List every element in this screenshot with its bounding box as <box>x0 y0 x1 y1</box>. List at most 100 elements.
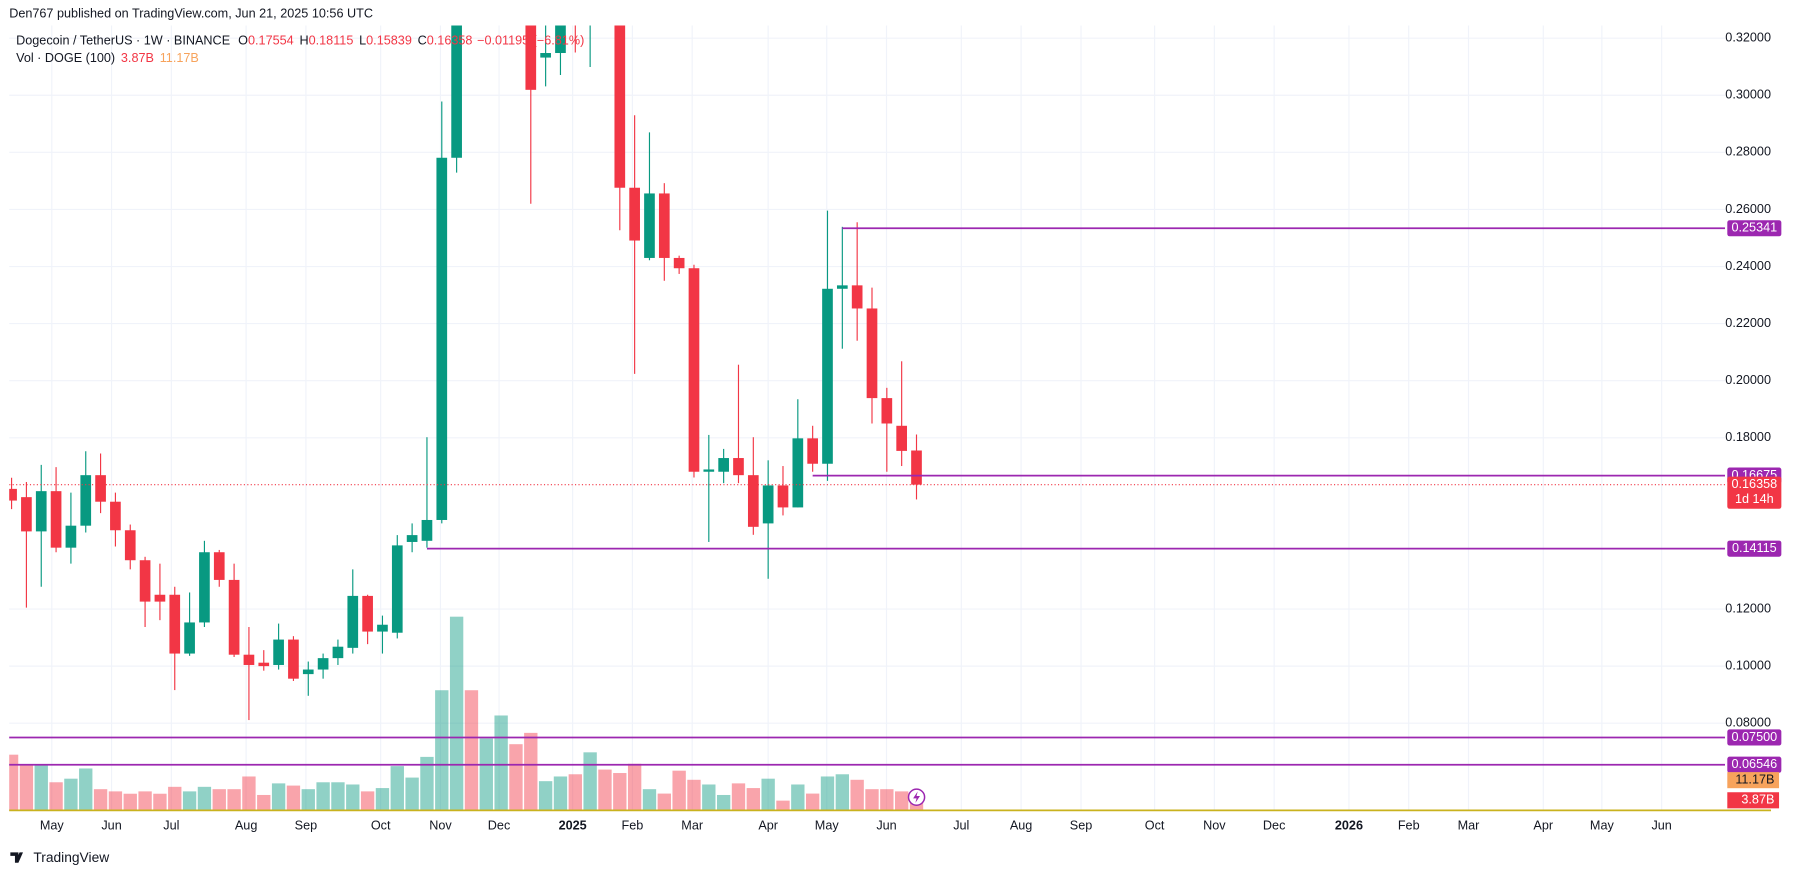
volume-bar <box>197 786 212 811</box>
level-label: 0.07500 <box>1731 730 1777 744</box>
volume-ma-box <box>1727 772 1780 789</box>
y-tick-label: 0.30000 <box>1725 88 1771 102</box>
y-tick-label: 0.24000 <box>1725 259 1771 273</box>
replay-icon <box>907 788 926 806</box>
volume-bar <box>435 690 449 811</box>
candle-body <box>644 193 655 258</box>
logo-icon <box>10 852 23 863</box>
x-tick-label: Aug <box>1010 818 1033 832</box>
grid <box>9 25 1725 811</box>
volume-bar <box>479 738 493 811</box>
candle-body <box>243 654 255 665</box>
volume-value: 3.87B <box>121 51 154 65</box>
candle-body <box>747 475 759 527</box>
candle-body <box>555 25 566 54</box>
volume-bar <box>108 791 123 811</box>
legend-symbol: Dogecoin / TetherUS · 1W · BINANCE O0.175… <box>16 34 584 48</box>
x-tick-label: Jun <box>1651 818 1671 832</box>
volume-last-label: 3.87B <box>1741 793 1774 807</box>
volume-bar <box>613 773 627 811</box>
candle-body <box>777 485 789 508</box>
candle-body <box>762 485 774 524</box>
volume-bar <box>805 793 820 811</box>
volume-bar <box>791 784 805 811</box>
volume-bar <box>375 788 390 811</box>
volume-bar <box>880 789 894 811</box>
x-tick-label: Jun <box>101 818 121 832</box>
header: Den767 published on TradingView.com, Jun… <box>9 6 373 20</box>
volume-bar <box>168 786 182 811</box>
y-tick-label: 0.10000 <box>1725 658 1771 672</box>
x-tick-label: May <box>815 818 840 832</box>
x-tick-label: Sep <box>1070 818 1093 832</box>
x-tick-label: Dec <box>488 818 510 832</box>
candle-body <box>851 285 863 309</box>
candle-body <box>199 552 210 623</box>
candle-body <box>525 25 537 90</box>
candle-body <box>733 458 744 476</box>
x-tick-label: Nov <box>429 818 452 832</box>
volume-bar <box>405 777 419 811</box>
last-price-label: 0.16358 <box>1731 477 1777 491</box>
change-pct: (−6.81%) <box>533 34 585 48</box>
symbol: Dogecoin / TetherUS · 1W · BINANCE <box>16 34 230 48</box>
y-tick-label: 0.32000 <box>1725 31 1771 45</box>
ohlc-letter: C <box>418 34 427 48</box>
candle-body <box>836 285 848 289</box>
volume-bar <box>746 788 760 811</box>
x-tick-label: Aug <box>235 818 258 832</box>
volume-bar <box>390 766 404 811</box>
volume-name: Vol · DOGE (100) <box>16 51 115 65</box>
candle-body <box>288 639 299 679</box>
candle-body <box>391 545 403 633</box>
volume-bar <box>894 791 909 811</box>
candle-body <box>302 669 314 675</box>
x-tick-label: Apr <box>758 818 778 832</box>
candle-body <box>110 501 121 531</box>
candle-body <box>258 662 270 667</box>
candle-body <box>124 530 136 561</box>
volume-bar <box>761 778 775 811</box>
candle-body <box>451 25 462 158</box>
ohlc-value: 0.18115 <box>309 34 354 48</box>
volume-bar <box>271 783 286 811</box>
x-tick-label: Feb <box>1398 818 1420 832</box>
volume-bar <box>583 752 597 811</box>
volume-bar <box>820 776 835 811</box>
icon-bolt <box>913 791 920 803</box>
candle-body <box>317 658 329 670</box>
volume-bar <box>227 789 241 811</box>
candle-body <box>95 475 106 502</box>
volume-bar <box>138 791 152 811</box>
x-tick-label: Jul <box>163 818 179 832</box>
x-tick-label: Mar <box>1458 818 1480 832</box>
candle-body <box>436 157 448 520</box>
candle-body <box>35 491 47 532</box>
volume-last-box <box>1727 792 1780 809</box>
y-tick-label: 0.08000 <box>1725 716 1771 730</box>
candle-body <box>911 450 922 485</box>
volume-bar <box>360 791 375 811</box>
candle-body <box>273 639 284 665</box>
volume-bar <box>93 789 108 811</box>
candle-body <box>673 257 685 269</box>
plot-area <box>9 25 1725 811</box>
candle-body <box>629 187 640 241</box>
candle-body <box>866 308 878 399</box>
candle-body <box>658 193 670 258</box>
volume-bar <box>257 794 271 811</box>
volume-bar <box>316 782 330 811</box>
volume-bar <box>731 783 746 811</box>
x-tick-label: Apr <box>1533 818 1553 832</box>
candle-body <box>332 646 344 659</box>
volume-bar <box>657 793 671 811</box>
legend-volume: Vol · DOGE (100) 3.87B 11.17B <box>16 51 199 65</box>
countdown: 1d 14h <box>1735 492 1774 506</box>
candle-body <box>421 519 433 541</box>
level-label-box <box>1727 729 1782 746</box>
candle-body <box>540 53 551 58</box>
y-tick-label: 0.12000 <box>1725 601 1771 615</box>
candle-body <box>347 595 359 648</box>
candle-body <box>80 475 92 526</box>
